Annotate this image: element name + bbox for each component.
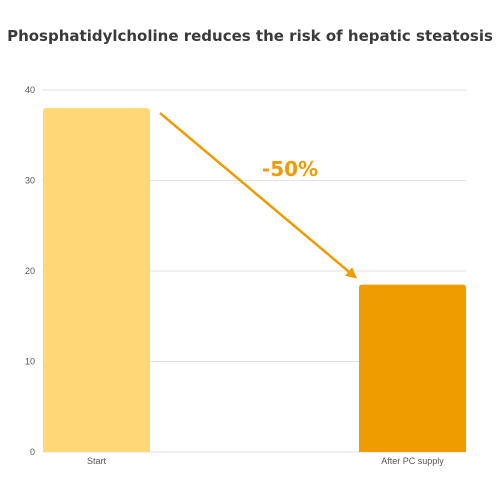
bars xyxy=(43,108,466,452)
chart-title: Phosphatidylcholine reduces the risk of … xyxy=(7,27,493,45)
y-tick-label: 20 xyxy=(25,266,35,276)
trend-arrow xyxy=(159,112,351,274)
x-axis-labels: Start After PC supply xyxy=(87,456,444,466)
y-tick-label: 10 xyxy=(25,357,35,367)
y-tick-label: 0 xyxy=(30,447,35,457)
trend-arrowhead xyxy=(345,267,357,279)
y-tick-label: 30 xyxy=(25,176,35,186)
x-category-label: Start xyxy=(87,456,107,466)
annotation: -50% xyxy=(159,112,357,279)
y-tick-label: 40 xyxy=(25,85,35,95)
x-category-label: After PC supply xyxy=(381,456,444,466)
change-annotation: -50% xyxy=(262,157,318,181)
bar-after-pc-supply xyxy=(359,284,466,452)
y-axis-ticks: 0 10 20 30 40 xyxy=(25,85,35,457)
bar-start xyxy=(43,108,150,452)
